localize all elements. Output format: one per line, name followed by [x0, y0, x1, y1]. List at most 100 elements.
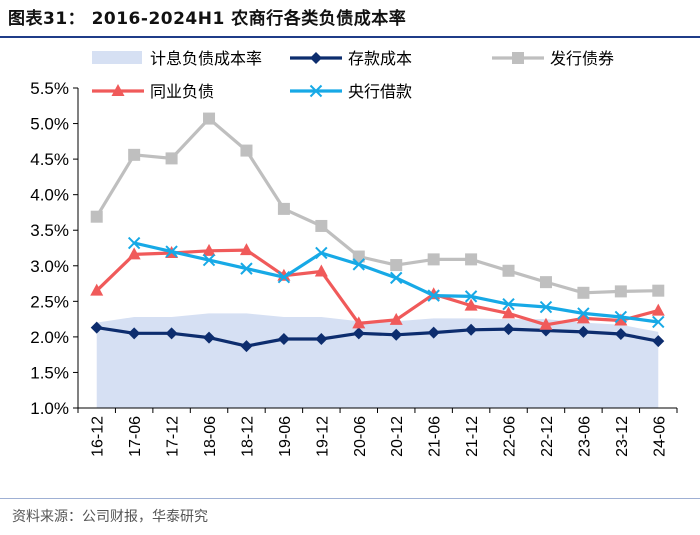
data-point — [352, 316, 366, 329]
legend-marker — [111, 84, 125, 96]
y-tick-label: 1.5% — [30, 363, 69, 382]
data-point — [203, 112, 216, 125]
legend-marker — [512, 52, 524, 64]
data-point — [127, 247, 141, 260]
data-point — [390, 328, 403, 341]
data-point — [427, 253, 440, 266]
data-point — [614, 313, 628, 326]
data-point — [90, 283, 104, 296]
x-tick-label: 17-12 — [165, 416, 182, 457]
data-point — [539, 317, 553, 330]
legend-label: 发行债券 — [550, 50, 614, 68]
y-tick-label: 4.5% — [30, 150, 69, 169]
x-tick-label: 24-06 — [651, 416, 668, 457]
legend-label: 央行借款 — [348, 83, 412, 101]
legend-marker — [310, 52, 322, 64]
data-point — [465, 253, 478, 266]
series-line — [95, 117, 659, 295]
data-point — [539, 276, 552, 289]
data-point — [90, 321, 103, 334]
data-point — [277, 270, 291, 284]
x-tick-label: 21-12 — [464, 416, 481, 457]
title-divider — [0, 36, 700, 38]
data-point — [614, 285, 627, 298]
data-point — [652, 335, 665, 348]
area-series — [96, 313, 659, 408]
data-point — [352, 250, 365, 263]
data-point — [128, 327, 141, 340]
data-point — [352, 327, 365, 340]
data-point — [240, 144, 253, 157]
data-point — [577, 286, 590, 299]
data-point — [315, 219, 328, 232]
legend-label: 计息负债成本率 — [150, 50, 262, 68]
data-point — [539, 300, 553, 314]
data-point — [577, 325, 590, 338]
data-point — [389, 312, 403, 325]
data-point — [240, 262, 253, 275]
data-point — [203, 331, 216, 344]
data-point — [614, 328, 627, 341]
data-point — [277, 333, 290, 346]
y-tick-label: 2.5% — [30, 292, 69, 311]
data-point — [239, 243, 253, 256]
data-point — [427, 289, 440, 302]
legend-swatch — [92, 51, 142, 64]
x-tick-label: 23-12 — [614, 416, 631, 457]
data-point — [652, 315, 665, 329]
x-tick-label: 18-06 — [202, 416, 219, 457]
x-tick-label: 21-06 — [427, 416, 444, 457]
data-point — [128, 148, 141, 161]
data-point — [502, 264, 515, 277]
data-point — [165, 327, 178, 340]
x-tick-label: 19-12 — [314, 416, 331, 457]
data-point — [165, 152, 178, 165]
x-tick-label: 17-06 — [127, 416, 144, 457]
data-point — [240, 340, 253, 353]
data-point — [427, 326, 440, 339]
footer-divider — [0, 498, 700, 499]
data-point — [90, 210, 103, 223]
x-tick-label: 20-12 — [389, 416, 406, 457]
data-point — [202, 253, 216, 267]
x-tick-label: 22-06 — [502, 416, 519, 457]
data-point — [314, 264, 328, 277]
data-point — [165, 245, 178, 258]
y-tick-label: 2.0% — [30, 328, 69, 347]
data-point — [465, 323, 478, 336]
y-tick-label: 4.0% — [30, 186, 69, 205]
y-tick-label: 5.0% — [30, 115, 69, 134]
x-tick-label: 20-06 — [352, 416, 369, 457]
legend-label: 同业负债 — [150, 83, 214, 101]
data-point — [390, 259, 403, 272]
y-tick-label: 5.5% — [30, 79, 69, 98]
data-point — [652, 284, 665, 297]
data-point — [464, 290, 478, 303]
series-line — [95, 248, 659, 327]
x-tick-label: 16-12 — [90, 416, 107, 457]
legend-label: 存款成本 — [348, 50, 412, 68]
source-note: 资料来源：公司财报，华泰研究 — [12, 509, 208, 525]
data-point — [576, 311, 590, 324]
series-line — [96, 326, 659, 348]
data-point — [502, 297, 515, 311]
data-point — [502, 306, 516, 319]
x-tick-label: 23-06 — [576, 416, 593, 457]
data-point — [315, 333, 328, 346]
data-point — [651, 303, 665, 316]
x-tick-label: 19-06 — [277, 416, 294, 457]
legend-marker — [309, 84, 323, 98]
x-tick-label: 18-12 — [239, 416, 256, 457]
data-point — [390, 271, 403, 285]
y-tick-label: 3.5% — [30, 221, 69, 240]
data-point — [202, 243, 216, 256]
data-point — [464, 298, 478, 311]
data-point — [577, 307, 590, 320]
data-point — [127, 236, 141, 250]
y-tick-label: 3.0% — [30, 257, 69, 276]
data-point — [315, 246, 328, 260]
data-point — [352, 258, 365, 271]
y-tick-label: 1.0% — [30, 399, 69, 418]
x-tick-label: 22-12 — [539, 416, 556, 457]
